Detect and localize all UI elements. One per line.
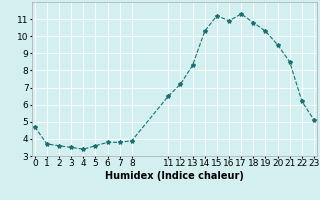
X-axis label: Humidex (Indice chaleur): Humidex (Indice chaleur) <box>105 171 244 181</box>
